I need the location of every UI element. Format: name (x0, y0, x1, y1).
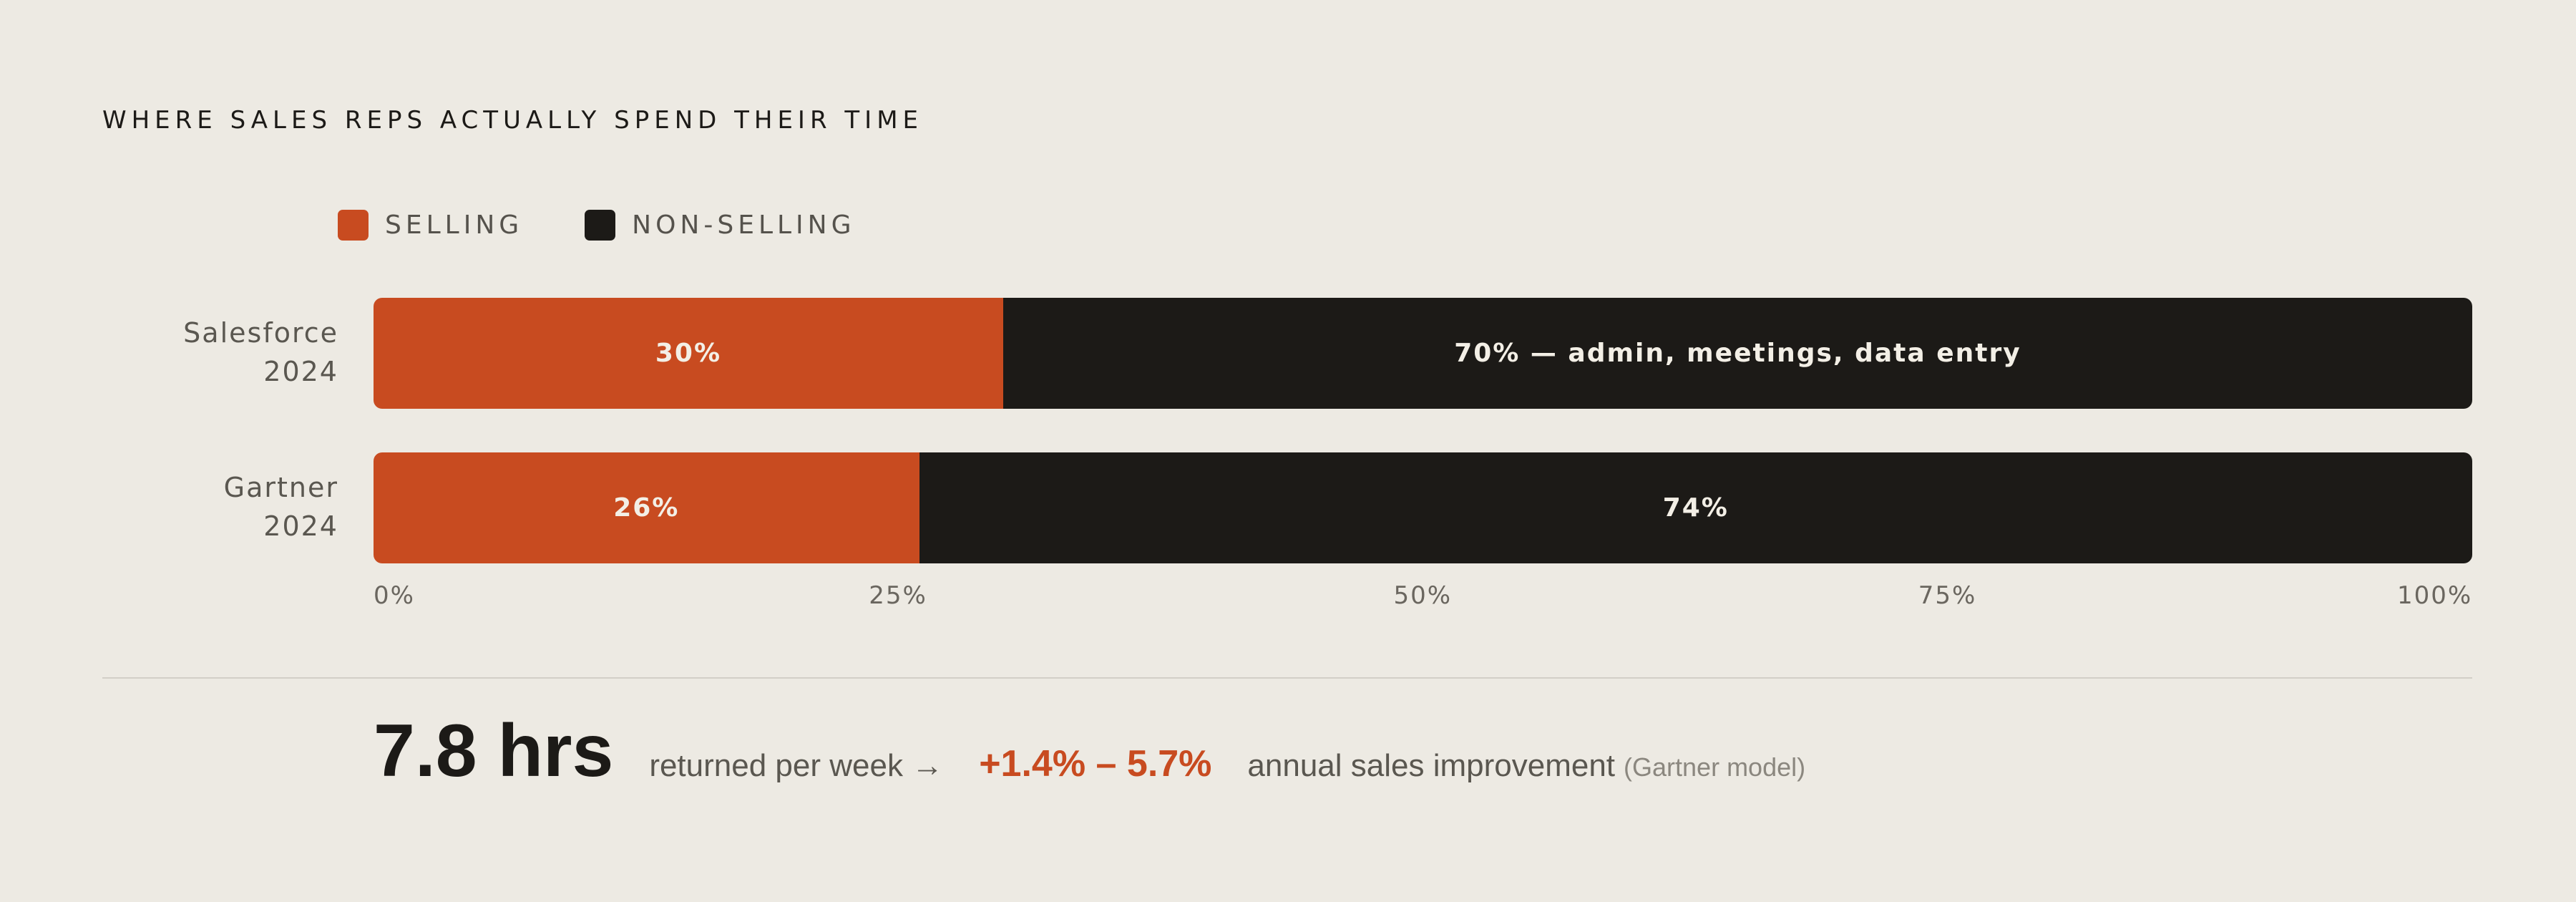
row-label-salesforce: Salesforce 2024 (107, 314, 338, 391)
bar-row-gartner: 26% 74% (374, 452, 2472, 563)
improvement-caption: annual sales improvement (1247, 748, 1616, 783)
data-label: 30% (655, 339, 722, 368)
legend-item-selling: SELLING (338, 210, 523, 241)
legend-label-selling: SELLING (385, 210, 524, 240)
divider (102, 677, 2472, 679)
x-axis: 0% 25% 50% 75% 100% (374, 581, 2472, 617)
stats-row: 7.8 hrs returned per week → +1.4% – 5.7%… (374, 709, 1805, 809)
improvement-stat: +1.4% – 5.7% (979, 743, 1212, 785)
hours-caption: returned per week → (649, 748, 944, 783)
bar-row-salesforce: 30% 70% — admin, meetings, data entry (374, 298, 2472, 409)
bar-segment-non-selling: 70% — admin, meetings, data entry (1002, 298, 2472, 409)
x-tick-label: 0% (374, 581, 415, 610)
row-label-line: Gartner (223, 472, 338, 503)
x-tick-label: 25% (869, 581, 927, 610)
legend-swatch-non-selling (585, 210, 616, 241)
legend-swatch-selling (338, 210, 369, 241)
x-tick-label: 50% (1393, 581, 1453, 610)
x-tick-label: 75% (1918, 581, 1977, 610)
legend-item-non-selling: NON-SELLING (585, 210, 855, 241)
data-label: 26% (613, 493, 680, 523)
bar-segment-selling: 26% (374, 452, 919, 563)
hours-stat: 7.8 hrs (374, 709, 614, 792)
row-label-line: 2024 (263, 510, 338, 542)
bar-segment-non-selling: 74% (919, 452, 2472, 563)
legend-label-non-selling: NON-SELLING (632, 210, 856, 240)
source-note: (Gartner model) (1624, 752, 1806, 782)
bar-segment-selling: 30% (374, 298, 1003, 409)
row-label-line: Salesforce (183, 317, 338, 349)
legend: SELLING NON-SELLING (338, 210, 917, 241)
row-label-line: 2024 (263, 356, 338, 387)
chart-title: WHERE SALES REPS ACTUALLY SPEND THEIR TI… (102, 106, 924, 135)
x-tick-label: 100% (2397, 581, 2473, 610)
data-label: 74% (1662, 493, 1729, 523)
data-label: 70% — admin, meetings, data entry (1454, 339, 2021, 368)
row-label-gartner: Gartner 2024 (107, 468, 338, 545)
